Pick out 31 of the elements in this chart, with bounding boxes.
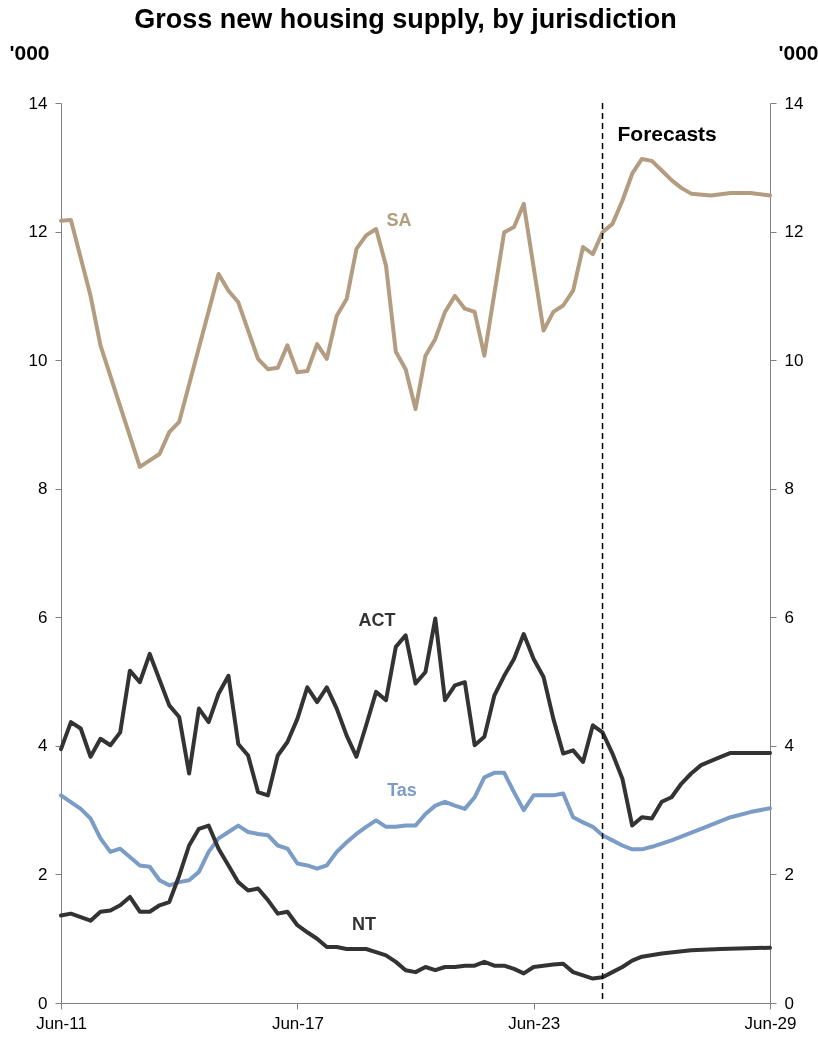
y-tick-label: 12 xyxy=(28,222,48,242)
y2-tick-label: 14 xyxy=(784,93,804,113)
x-tick-label: Jun-17 xyxy=(271,1013,324,1033)
y2-tick-label: 2 xyxy=(784,864,794,884)
y2-tick-label: 10 xyxy=(784,350,804,370)
x-tick-label: Jun-11 xyxy=(36,1013,87,1033)
y-tick-label: 10 xyxy=(28,350,48,370)
y2-tick-label: 8 xyxy=(784,479,794,499)
series-label: SA xyxy=(386,210,412,230)
y2-tick-label: 12 xyxy=(784,222,804,242)
series-label: NT xyxy=(352,914,376,934)
series-label: Tas xyxy=(387,780,417,800)
y2-tick-label: 6 xyxy=(784,607,794,627)
y-axis-title: '000 xyxy=(9,40,50,64)
line-series xyxy=(59,156,772,469)
line-series xyxy=(59,770,772,888)
y2-tick-label: 4 xyxy=(784,736,794,756)
x-tick-label: Jun-23 xyxy=(508,1013,561,1033)
x-tick-label: Jun-29 xyxy=(744,1013,797,1033)
series-label: ACT xyxy=(358,610,396,630)
y-tick-label: 6 xyxy=(38,607,48,627)
chart-title: Gross new housing supply, by jurisdiction xyxy=(134,4,677,34)
y-tick-label: 14 xyxy=(28,93,48,113)
y2-axis-title: '000 xyxy=(778,40,818,64)
ref-line-label: Forecasts xyxy=(617,122,717,145)
y2-tick-label: 0 xyxy=(784,993,794,1013)
y-tick-label: 4 xyxy=(38,736,48,756)
line-series xyxy=(59,823,772,981)
y-tick-label: 2 xyxy=(38,864,48,884)
y-tick-label: 8 xyxy=(38,479,48,499)
y-tick-label: 0 xyxy=(38,993,48,1013)
